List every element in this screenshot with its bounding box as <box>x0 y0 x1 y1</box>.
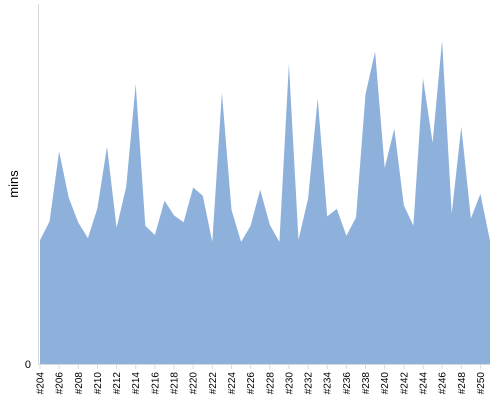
x-tick-label: #206 <box>55 372 66 395</box>
x-tick-label: #214 <box>131 372 142 395</box>
x-axis-ticks: #204 #206 #208 #210 #212 #214 #216 #218 #220 #222… <box>36 365 487 394</box>
x-tick-label: #224 <box>227 372 238 395</box>
x-tick-label: #248 <box>457 372 468 395</box>
x-tick-label: #246 <box>438 372 449 395</box>
x-tick-label: #250 <box>476 372 487 395</box>
x-tick-label: #238 <box>361 372 372 395</box>
x-tick-label: #210 <box>93 372 104 395</box>
x-tick-label: #228 <box>265 372 276 395</box>
x-tick-label: #226 <box>246 372 257 395</box>
x-tick-label: #220 <box>189 372 200 395</box>
x-tick-label: #208 <box>74 372 85 395</box>
area-series <box>40 40 490 365</box>
x-tick-label: #230 <box>284 372 295 395</box>
x-tick-label: #222 <box>208 372 219 395</box>
x-tick-label: #234 <box>323 372 334 395</box>
x-tick-label: #236 <box>342 372 353 395</box>
x-tick-label: #216 <box>150 372 161 395</box>
x-tick-label: #240 <box>380 372 391 395</box>
x-tick-label: #212 <box>112 372 123 395</box>
x-tick-label: #232 <box>304 372 315 395</box>
x-tick-label: #218 <box>170 372 181 395</box>
y-axis-label: mins <box>6 170 21 198</box>
x-tick-label: #242 <box>399 372 410 395</box>
x-tick-label: #204 <box>36 372 47 395</box>
x-tick-label: #244 <box>419 372 430 395</box>
y-tick-label: 0 <box>25 359 31 371</box>
